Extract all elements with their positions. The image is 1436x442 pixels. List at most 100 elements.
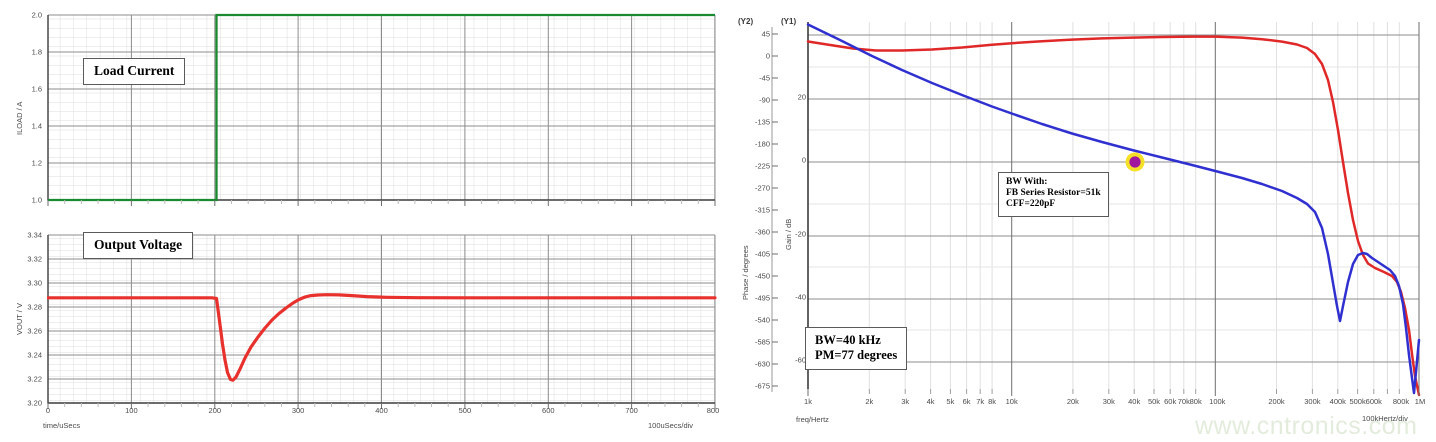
output-voltage-label-box: Output Voltage [83,232,194,259]
vout-xtick: 0 [45,406,51,415]
output-voltage-trace [47,293,717,382]
bode-y1-tick: 20 [797,92,806,102]
bode-xtick: 50k [1147,397,1161,406]
bode-xtick: 40k [1128,397,1141,406]
load-ytick: 1.4 [31,121,42,131]
bode-y1-tick: 0 [801,155,806,165]
bode-y2-tick: -315 [754,205,770,215]
load-ytick: 2.0 [31,10,42,20]
bode-y2-tick: -90 [759,95,770,105]
vout-ytick: 3.30 [27,278,42,288]
bode-xtick: 5k [946,397,955,406]
bode-plot-chart: (Y2) (Y1) 45 0 -45 -90 -135 -180 -225 -2… [730,0,1436,442]
bode-xtick: 1M [1414,397,1426,406]
bode-xtick: 80k [1189,397,1202,406]
vout-ytick: 3.22 [27,374,42,384]
bode-y2-tick: -135 [754,117,770,127]
load-current-label-text: Load Current [94,63,175,78]
output-voltage-x-axis-div: 100uSecs/div [648,421,694,430]
bode-xtick: 100k [1209,397,1226,406]
bode-y2-tick: -585 [754,337,770,347]
bode-xtick: 60k [1164,397,1177,406]
vout-ytick: 3.32 [27,254,42,264]
load-current-y-axis-title: ILOAD / A [15,101,24,135]
vout-xtick: 800 [706,406,720,415]
bode-x-axis-div: 100kHertz/div [1362,414,1408,423]
bode-y2-tick: -675 [754,381,770,391]
bode-xtick: 10k [1005,397,1018,406]
output-voltage-label-text: Output Voltage [94,237,183,252]
vout-ytick: 3.26 [27,326,42,336]
bode-y1-tick: -60 [795,355,806,365]
bode-y2-tick: -360 [754,227,770,237]
bode-y2-tick: -450 [754,271,770,281]
bw-result-line: BW=40 kHz [815,333,881,347]
vout-ytick: 3.20 [27,398,42,408]
bode-xtick: 70k [1177,397,1190,406]
bode-xtick: 4k [926,397,935,406]
bode-phase-axis-title: Phase / degrees [741,245,750,300]
bode-y2-tick: -225 [754,161,770,171]
bode-y1-tick: -20 [795,229,806,239]
vout-ytick: 3.24 [27,350,42,360]
load-current-trace [48,13,715,202]
bode-xtick: 7k [976,397,985,406]
bode-xtick: 30k [1102,397,1115,406]
bw-settings-line: BW With: [1006,177,1048,187]
load-current-label-box: Load Current [83,58,186,85]
bode-y2-tick: 0 [765,51,770,61]
output-voltage-chart: 3.34 3.32 3.30 3.28 3.26 3.24 3.22 3.20 … [0,215,720,442]
vout-xtick: 600 [542,406,555,415]
bode-xtick: 200k [1268,397,1285,406]
bode-xtick: 6k [962,397,971,406]
vout-xtick: 100 [125,406,138,415]
bw-settings-box: BW With: FB Series Resistor=51k CFF=220p… [998,172,1109,217]
bode-y2-tick: -630 [754,359,770,369]
bw-pm-result-box: BW=40 kHz PM=77 degrees [805,327,908,370]
load-current-chart: 2.0 1.8 1.6 1.4 1.2 1.0 ILOAD / A [0,0,718,215]
bode-xtick: 8k [988,397,997,406]
bode-y2-tick: -270 [754,183,770,193]
vout-ytick: 3.28 [27,302,42,312]
bode-x-axis-title: freq/Hertz [796,415,829,424]
bode-y1-tick: -40 [795,292,806,302]
vout-xtick: 700 [625,406,638,415]
bode-xtick: 600k [1365,397,1382,406]
bode-phase-trace [806,35,1421,397]
bode-xtick: 1k [804,397,812,406]
vout-xtick: 300 [291,406,305,415]
load-ytick: 1.2 [31,158,42,168]
bode-xtick: 20k [1066,397,1079,406]
bode-xtick: 3k [901,397,910,406]
bode-plot-area [806,22,1421,397]
vout-xtick: 500 [458,406,472,415]
site-watermark: www.cntronics.com [1195,412,1418,440]
bode-xtick: 800k [1392,397,1410,406]
vout-ytick: 3.34 [27,230,42,240]
bode-xtick: 500k [1349,397,1366,406]
bw-settings-line: FB Series Resistor=51k [1006,188,1101,199]
vout-xtick: 200 [208,406,222,415]
output-voltage-y-axis-title: VOUT / V [15,303,24,335]
output-voltage-x-axis-title: time/uSecs [43,421,81,430]
bode-y2-tick: -405 [754,249,770,259]
output-voltage-plot [47,234,717,409]
bode-y2-tick: 45 [761,29,770,39]
bode-y2-tick: -180 [754,139,770,149]
bode-y2-tick: -45 [759,73,770,83]
bode-xtick: 400k [1329,397,1346,406]
pm-result-line: PM=77 degrees [815,347,898,362]
bode-y1-tag: (Y1) [781,17,797,26]
bode-y2-tag: (Y2) [738,17,754,26]
load-ytick: 1.6 [31,84,42,94]
bode-y2-axis [771,27,778,392]
load-current-plot [47,13,716,206]
bode-y2-tick: -495 [754,293,770,303]
vout-xtick: 400 [375,406,388,415]
load-ytick: 1.0 [31,195,42,205]
bode-xtick: 300k [1304,397,1321,406]
load-ytick: 1.8 [31,47,42,57]
bode-xtick: 2k [865,397,874,406]
bw-settings-line: CFF=220pF [1006,199,1056,210]
crossover-marker [1125,152,1145,172]
